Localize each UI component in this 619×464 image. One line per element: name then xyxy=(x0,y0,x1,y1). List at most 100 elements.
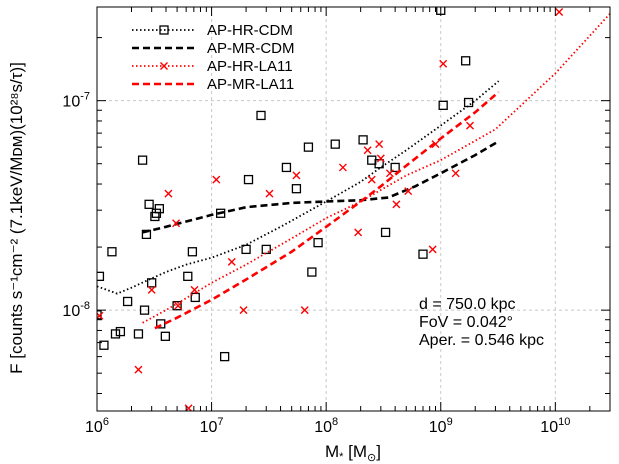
x-marker-stroke xyxy=(338,163,347,172)
data-point xyxy=(281,162,292,173)
data-point xyxy=(555,8,564,17)
y-tick-label: 10-8 xyxy=(62,300,90,320)
data-point xyxy=(110,329,121,339)
data-point xyxy=(190,285,199,294)
x-marker-stroke xyxy=(147,285,156,294)
x-tick-label: 1010 xyxy=(540,416,570,436)
data-point xyxy=(172,301,182,311)
legend-label: AP-MR-CDM xyxy=(207,40,295,57)
x-marker-stroke xyxy=(466,121,474,130)
legend-marker xyxy=(160,62,168,70)
x-marker-stroke xyxy=(363,146,372,155)
gridlines xyxy=(96,7,610,411)
x-marker-stroke xyxy=(376,154,385,163)
x-marker-stroke xyxy=(134,365,143,374)
data-point xyxy=(241,244,251,255)
series-line xyxy=(154,91,500,330)
x-tick-label: 107 xyxy=(200,416,224,436)
x-marker-stroke xyxy=(367,175,376,184)
data-point xyxy=(358,135,368,145)
y-tick-labels: 10-8 10-7 xyxy=(62,91,90,320)
series-ap-mr-la11 xyxy=(154,91,500,330)
data-point xyxy=(307,267,317,277)
data-point xyxy=(265,189,274,198)
data-point xyxy=(256,110,266,121)
annotation-block: d = 750.0 kpc FoV = 0.042° Aper. = 0.546… xyxy=(419,296,544,349)
legend-marker xyxy=(159,25,169,35)
data-point xyxy=(134,365,143,374)
data-point xyxy=(243,174,254,185)
data-point xyxy=(338,163,347,172)
data-point xyxy=(154,204,164,214)
data-point xyxy=(187,247,198,257)
data-point xyxy=(239,306,248,315)
data-point xyxy=(137,155,148,165)
data-point xyxy=(376,154,385,163)
data-point xyxy=(367,175,376,184)
data-point xyxy=(144,199,154,209)
plot-frame xyxy=(96,6,611,412)
data-point xyxy=(115,326,126,337)
data-point xyxy=(428,245,437,254)
data-point xyxy=(97,271,105,281)
axis-ticks xyxy=(96,7,611,411)
x-marker-stroke xyxy=(375,140,384,149)
x-tick-label: 106 xyxy=(85,416,109,436)
x-axis-title: M* [M⊙] xyxy=(325,442,381,464)
data-point xyxy=(404,187,413,196)
x-marker-stroke xyxy=(227,257,236,266)
data-point xyxy=(160,331,171,341)
annotation-distance: d = 750.0 kpc xyxy=(419,296,516,313)
data-point xyxy=(330,139,340,149)
data-point xyxy=(438,100,448,110)
x-marker-stroke xyxy=(239,306,248,315)
data-point xyxy=(439,59,448,68)
annotation-aperture: Aper. = 0.546 kpc xyxy=(419,332,544,349)
data-point xyxy=(216,208,226,218)
data-point xyxy=(303,142,314,152)
data-point xyxy=(183,271,193,281)
data-point xyxy=(363,146,372,155)
x-marker-stroke xyxy=(354,228,363,237)
legend-item: AP-MR-LA11 xyxy=(132,76,294,93)
series-line xyxy=(142,140,500,234)
data-point xyxy=(261,244,271,255)
legend-item: AP-MR-CDM xyxy=(132,40,295,57)
data-point xyxy=(156,319,166,329)
data-point xyxy=(292,171,301,180)
data-point xyxy=(451,169,460,178)
data-point xyxy=(122,296,133,307)
x-marker-stroke xyxy=(404,187,413,196)
data-point xyxy=(463,97,474,108)
x-marker-stroke xyxy=(172,219,181,228)
data-point xyxy=(139,305,150,315)
x-marker-stroke xyxy=(164,189,173,198)
x-marker-stroke xyxy=(174,301,183,310)
data-point xyxy=(354,228,363,237)
x-marker-stroke xyxy=(265,189,274,198)
data-point xyxy=(385,169,394,178)
x-marker-stroke xyxy=(190,285,199,294)
x-tick-label: 108 xyxy=(314,416,338,436)
series-line xyxy=(97,80,500,295)
data-point xyxy=(227,257,236,266)
data-point xyxy=(174,301,183,310)
series-ap-mr-cdm xyxy=(142,140,500,234)
x-marker-stroke xyxy=(300,306,309,315)
data-point xyxy=(375,140,384,149)
data-point xyxy=(313,237,323,248)
data-point xyxy=(219,351,230,362)
x-tick-labels: 106 107 108 109 1010 xyxy=(85,416,570,436)
x-marker-stroke xyxy=(385,169,394,178)
y-axis-title: F [counts s⁻¹cm⁻² (7.1keV/Mᴅᴍ)(10²⁸s/τ)] xyxy=(7,62,26,374)
data-point xyxy=(172,219,181,228)
legend-item: AP-HR-CDM xyxy=(132,22,293,39)
legend-label: AP-HR-CDM xyxy=(207,22,293,39)
data-point xyxy=(147,285,156,294)
data-point xyxy=(380,227,391,238)
x-marker-stroke xyxy=(292,171,301,180)
x-marker-stroke xyxy=(212,175,221,184)
data-point xyxy=(291,184,302,194)
